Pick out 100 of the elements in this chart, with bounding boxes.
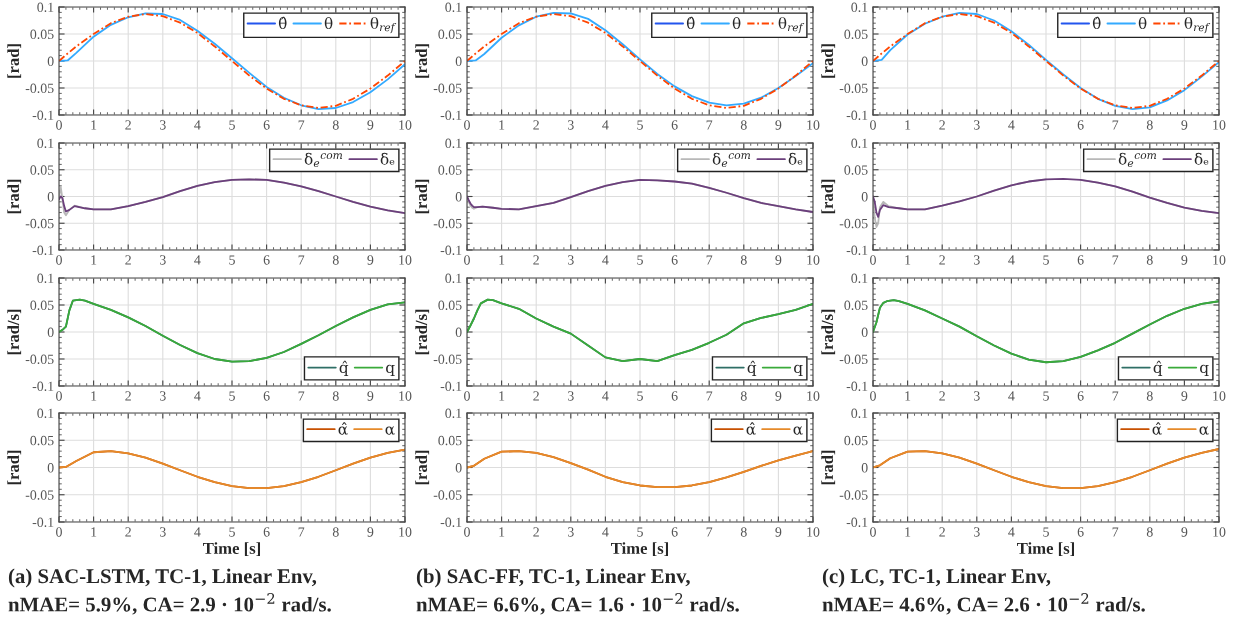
x-tick-label: 1 <box>905 120 911 130</box>
text: (c) LC, TC-1, Linear Env, <box>822 568 1051 588</box>
y-tick-label: -0.05 <box>433 490 462 500</box>
x-tick-label: 1 <box>499 255 505 265</box>
x-tick-label: 5 <box>229 255 235 265</box>
legend-label: q̂ <box>339 360 349 377</box>
x-tick-label: 3 <box>159 527 166 537</box>
x-tick-label: 6 <box>1077 255 1084 265</box>
y-tick-label: 0.05 <box>844 165 868 175</box>
x-tick-label: 1 <box>91 391 97 401</box>
x-tick-label: 3 <box>567 391 574 401</box>
y-tick-label: 0.1 <box>37 2 54 13</box>
x-tick-label: 5 <box>1043 527 1049 537</box>
x-tick-label: 6 <box>263 255 270 265</box>
x-tick-label: 5 <box>229 391 235 401</box>
y-tick-label: -0.05 <box>839 83 868 94</box>
legend-label: θ <box>1138 17 1147 30</box>
x-tick-label: 8 <box>1146 120 1153 130</box>
text: nMAE= 4.6%, CA= 2.6 · 10$^{−2}$ rad/s. <box>822 592 1145 615</box>
legend-label: q̂ <box>747 360 757 377</box>
x-tick-label: 9 <box>775 391 782 401</box>
x-tick-label: 6 <box>1077 391 1084 401</box>
x-tick-label: 6 <box>671 527 678 537</box>
y-tick-label: 0.1 <box>851 273 868 284</box>
y-tick-label: 0.1 <box>445 138 462 149</box>
y-tick-label: 0.1 <box>37 138 54 149</box>
x-tick-label: 1 <box>91 255 97 265</box>
x-tick-label: 4 <box>194 527 201 537</box>
x-axis-title: Time [s] <box>611 542 669 557</box>
x-tick-label: 2 <box>939 391 945 401</box>
y-tick-label: 0 <box>47 327 54 337</box>
y-axis-title: [rad] <box>7 179 22 214</box>
legend-label: δ$_{e}$$^{com}$ <box>1118 152 1157 167</box>
x-tick-label: 9 <box>1181 527 1188 537</box>
y-axis-title: [rad] <box>7 44 22 78</box>
x-tick-label: 8 <box>740 255 747 265</box>
x-tick-label: 7 <box>706 527 713 537</box>
legend-label: q <box>794 364 803 377</box>
x-tick-label: 5 <box>1043 120 1049 130</box>
legend-label: θ̂ <box>1092 16 1101 30</box>
x-tick-label: 8 <box>740 527 747 537</box>
y-axis-title: [rad/s] <box>821 309 836 355</box>
y-tick-label: -0.05 <box>839 354 868 365</box>
x-tick-label: 2 <box>939 527 945 537</box>
y-tick-label: 0.05 <box>30 300 54 311</box>
y-tick-label: -0.1 <box>32 245 54 256</box>
x-tick-label: 9 <box>775 527 782 537</box>
y-tick-label: -0.05 <box>433 354 462 365</box>
x-tick-label: 3 <box>973 527 980 537</box>
x-tick-label: 5 <box>637 120 643 130</box>
x-tick-label: 10 <box>399 120 412 130</box>
x-tick-label: 0 <box>464 255 470 265</box>
x-tick-label: 7 <box>298 391 305 401</box>
x-tick-label: 3 <box>567 120 574 130</box>
x-tick-label: 4 <box>194 391 201 401</box>
x-tick-label: 6 <box>263 527 270 537</box>
legend-label: α̂ <box>338 422 348 435</box>
x-tick-label: 10 <box>1213 527 1226 537</box>
x-tick-label: 10 <box>807 120 820 130</box>
text: nMAE= 6.6%, CA= 1.6 · 10$^{−2}$ rad/s. <box>416 592 739 615</box>
y-tick-label: 0.05 <box>438 300 462 311</box>
x-tick-label: 8 <box>740 391 747 401</box>
y-tick-label: 0 <box>455 192 462 202</box>
x-tick-label: 6 <box>263 120 270 130</box>
x-tick-label: 10 <box>399 255 412 265</box>
y-tick-label: 0.05 <box>438 435 462 446</box>
x-tick-label: 4 <box>1008 391 1015 401</box>
x-tick-label: 8 <box>332 120 339 130</box>
y-tick-label: 0 <box>47 463 54 473</box>
x-tick-label: 4 <box>602 255 609 265</box>
x-tick-label: 9 <box>367 120 374 130</box>
x-tick-label: 5 <box>1043 255 1049 265</box>
y-tick-label: -0.05 <box>25 83 54 94</box>
y-tick-label: 0 <box>455 56 462 66</box>
x-tick-label: 6 <box>1077 527 1084 537</box>
legend-label: θ <box>324 17 333 30</box>
x-tick-label: 9 <box>367 527 374 537</box>
y-tick-label: -0.1 <box>32 381 54 392</box>
x-tick-label: 4 <box>602 120 609 130</box>
x-tick-label: 2 <box>533 120 539 130</box>
x-tick-label: 10 <box>807 527 820 537</box>
x-tick-label: 8 <box>1146 391 1153 401</box>
x-tick-label: 10 <box>1213 391 1226 401</box>
y-tick-label: -0.1 <box>846 245 868 256</box>
y-axis-title: [rad] <box>415 179 430 214</box>
y-tick-label: -0.05 <box>433 83 462 94</box>
y-axis-title: [rad] <box>821 179 836 214</box>
x-axis-title: Time [s] <box>203 542 261 557</box>
x-tick-label: 3 <box>973 391 980 401</box>
x-tick-label: 7 <box>1112 527 1119 537</box>
y-tick-label: 0.05 <box>844 300 868 311</box>
y-tick-label: 0 <box>455 463 462 473</box>
y-axis-title: [rad] <box>415 44 430 78</box>
y-tick-label: 0.05 <box>30 165 54 175</box>
y-tick-label: -0.1 <box>32 517 54 528</box>
x-tick-label: 0 <box>464 527 470 537</box>
x-tick-label: 1 <box>499 120 505 130</box>
x-tick-label: 6 <box>671 255 678 265</box>
x-tick-label: 5 <box>229 120 235 130</box>
x-tick-label: 5 <box>1043 391 1049 401</box>
